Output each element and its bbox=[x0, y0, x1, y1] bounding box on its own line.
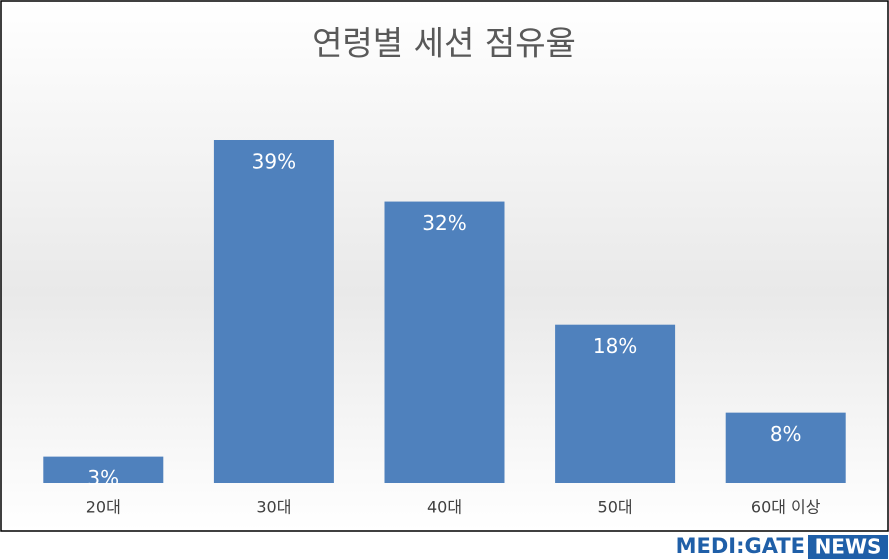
chart-title: 연령별 세션 점유율 bbox=[312, 24, 576, 63]
bar bbox=[384, 201, 505, 484]
x-tick-label: 50대 bbox=[598, 498, 633, 517]
x-tick-label: 60대 이상 bbox=[751, 498, 821, 517]
data-label: 3% bbox=[87, 466, 119, 490]
x-tick-label: 20대 bbox=[86, 498, 121, 517]
data-label: 32% bbox=[422, 211, 466, 235]
bar bbox=[43, 456, 164, 483]
bar bbox=[725, 412, 846, 483]
x-tick-label: 40대 bbox=[427, 498, 462, 517]
logo-text: MEDI:GATE bbox=[676, 534, 805, 558]
data-label: 18% bbox=[593, 334, 637, 358]
bar bbox=[555, 324, 676, 483]
data-label: 8% bbox=[770, 422, 802, 446]
logo-badge: NEWS bbox=[815, 535, 882, 559]
logo-badge-box bbox=[808, 535, 888, 559]
bar bbox=[213, 140, 334, 483]
x-tick-label: 30대 bbox=[256, 498, 291, 517]
data-label: 39% bbox=[252, 150, 296, 174]
